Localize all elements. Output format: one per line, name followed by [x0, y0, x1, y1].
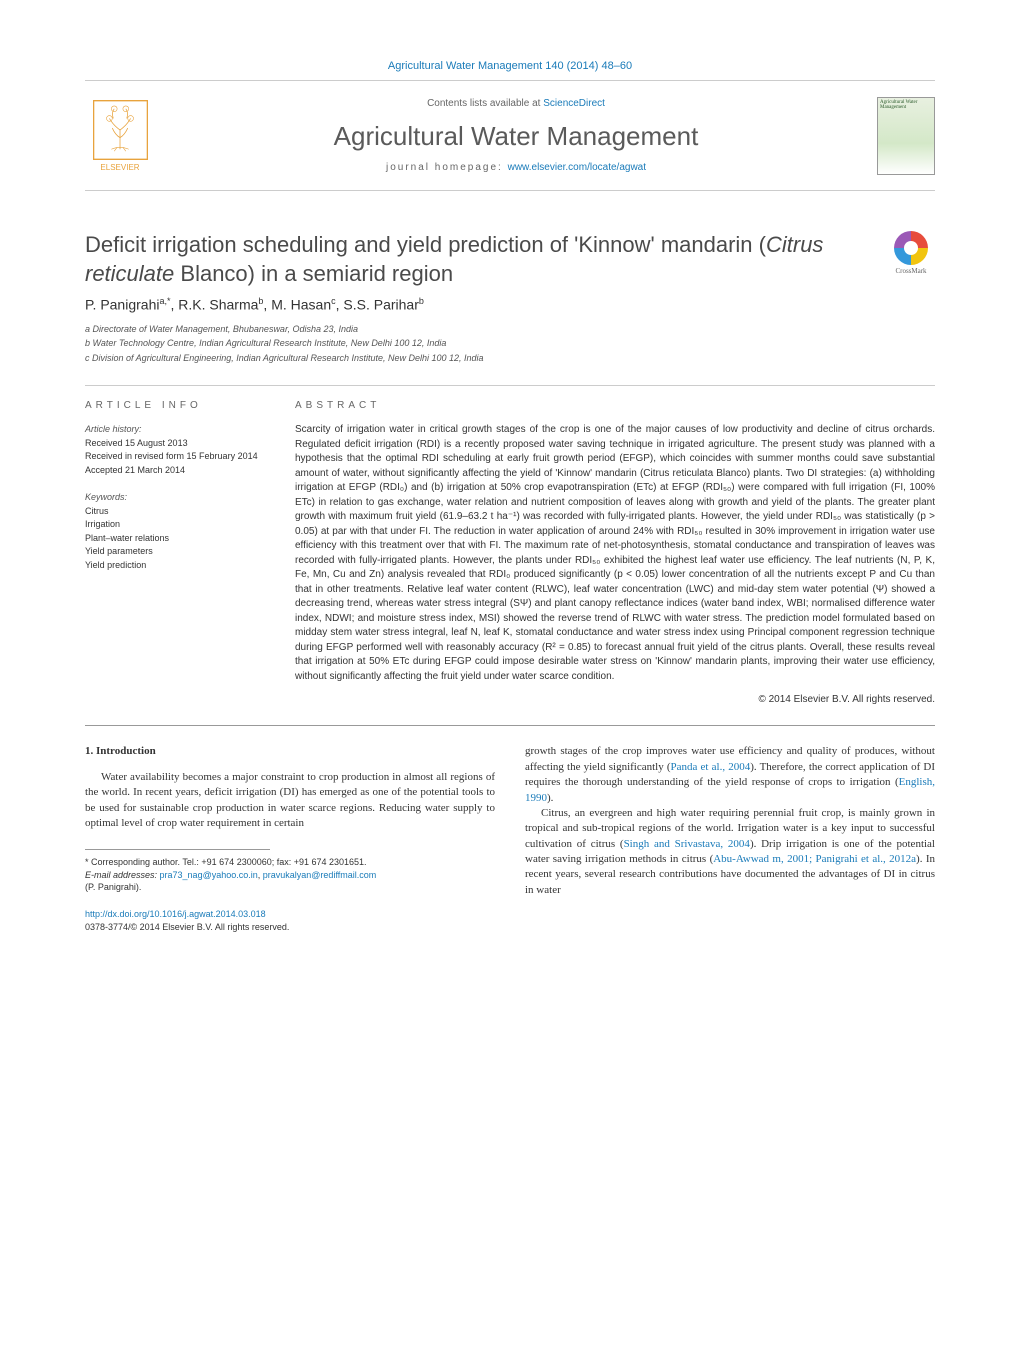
- issn-line: 0378-3774/© 2014 Elsevier B.V. All right…: [85, 921, 495, 934]
- elsevier-text: ELSEVIER: [100, 163, 139, 172]
- author-3: , M. Hasan: [263, 297, 331, 313]
- intro-p1: Water availability becomes a major const…: [85, 770, 495, 832]
- keyword: Irrigation: [85, 518, 265, 532]
- abstract-heading: abstract: [295, 400, 935, 411]
- elsevier-tree-icon: [93, 100, 148, 160]
- footnote-divider: [85, 849, 270, 850]
- history-label: Article history:: [85, 423, 265, 437]
- header-citation: Agricultural Water Management 140 (2014)…: [85, 60, 935, 72]
- keyword: Yield parameters: [85, 545, 265, 559]
- affiliation-b: b Water Technology Centre, Indian Agricu…: [85, 337, 935, 351]
- homepage-line: journal homepage: www.elsevier.com/locat…: [155, 162, 877, 173]
- banner-center: Contents lists available at ScienceDirec…: [155, 98, 877, 173]
- column-right: growth stages of the crop improves water…: [525, 744, 935, 933]
- crossmark-icon: [894, 231, 928, 265]
- keyword: Plant–water relations: [85, 532, 265, 546]
- elsevier-logo: ELSEVIER: [85, 93, 155, 178]
- doi-block: http://dx.doi.org/10.1016/j.agwat.2014.0…: [85, 908, 495, 933]
- author-2: , R.K. Sharma: [170, 297, 258, 313]
- keyword: Yield prediction: [85, 559, 265, 573]
- email-label: E-mail addresses:: [85, 870, 160, 880]
- p2-c: ).: [547, 792, 553, 804]
- sciencedirect-link[interactable]: ScienceDirect: [543, 98, 605, 109]
- contents-line: Contents lists available at ScienceDirec…: [155, 98, 877, 109]
- abstract-copyright: © 2014 Elsevier B.V. All rights reserved…: [295, 694, 935, 705]
- email-link-2[interactable]: pravukalyan@rediffmail.com: [263, 870, 377, 880]
- footnotes: * Corresponding author. Tel.: +91 674 23…: [85, 856, 495, 894]
- author-4-sup: b: [419, 296, 424, 306]
- divider: [85, 725, 935, 726]
- abstract-column: abstract Scarcity of irrigation water in…: [295, 400, 935, 705]
- crossmark-label: CrossMark: [895, 267, 926, 275]
- keywords-label: Keywords:: [85, 491, 265, 505]
- citation-link[interactable]: Singh and Srivastava, 2004: [624, 838, 750, 850]
- revised-date: Received in revised form 15 February 201…: [85, 450, 265, 464]
- homepage-link[interactable]: www.elsevier.com/locate/agwat: [508, 162, 646, 173]
- accepted-date: Accepted 21 March 2014: [85, 464, 265, 478]
- received-date: Received 15 August 2013: [85, 437, 265, 451]
- divider: [85, 385, 935, 386]
- column-left: 1. Introduction Water availability becom…: [85, 744, 495, 933]
- crossmark-badge[interactable]: CrossMark: [887, 231, 935, 279]
- intro-heading: 1. Introduction: [85, 744, 495, 759]
- author-4: , S.S. Parihar: [336, 297, 419, 313]
- authors: P. Panigrahia,*, R.K. Sharmab, M. Hasanc…: [85, 296, 935, 313]
- abstract-body: Scarcity of irrigation water in critical…: [295, 423, 935, 684]
- article-title: Deficit irrigation scheduling and yield …: [85, 231, 867, 288]
- journal-title: Agricultural Water Management: [155, 121, 877, 152]
- citation-link[interactable]: Abu-Awwad m, 2001; Panigrahi et al., 201…: [713, 853, 916, 865]
- author-1-sup: a,*: [159, 296, 170, 306]
- intro-p3: Citrus, an evergreen and high water requ…: [525, 806, 935, 898]
- doi-link[interactable]: http://dx.doi.org/10.1016/j.agwat.2014.0…: [85, 909, 266, 919]
- intro-p2: growth stages of the crop improves water…: [525, 744, 935, 806]
- article-info: article info Article history: Received 1…: [85, 400, 265, 705]
- contents-prefix: Contents lists available at: [427, 98, 543, 109]
- homepage-prefix: journal homepage:: [386, 162, 508, 173]
- email-link-1[interactable]: pra73_nag@yahoo.co.in: [160, 870, 258, 880]
- keyword: Citrus: [85, 505, 265, 519]
- email-who: (P. Panigrahi).: [85, 881, 495, 894]
- author-1: P. Panigrahi: [85, 297, 159, 313]
- journal-cover-thumb: Agricultural Water Management: [877, 97, 935, 175]
- title-post: Blanco) in a semiarid region: [174, 261, 453, 286]
- title-pre: Deficit irrigation scheduling and yield …: [85, 232, 766, 257]
- affiliations: a Directorate of Water Management, Bhuba…: [85, 323, 935, 366]
- corresponding-author: * Corresponding author. Tel.: +91 674 23…: [85, 856, 495, 869]
- journal-banner: ELSEVIER Contents lists available at Sci…: [85, 81, 935, 191]
- citation-link[interactable]: Panda et al., 2004: [671, 761, 751, 773]
- affiliation-c: c Division of Agricultural Engineering, …: [85, 352, 935, 366]
- affiliation-a: a Directorate of Water Management, Bhuba…: [85, 323, 935, 337]
- article-info-heading: article info: [85, 400, 265, 411]
